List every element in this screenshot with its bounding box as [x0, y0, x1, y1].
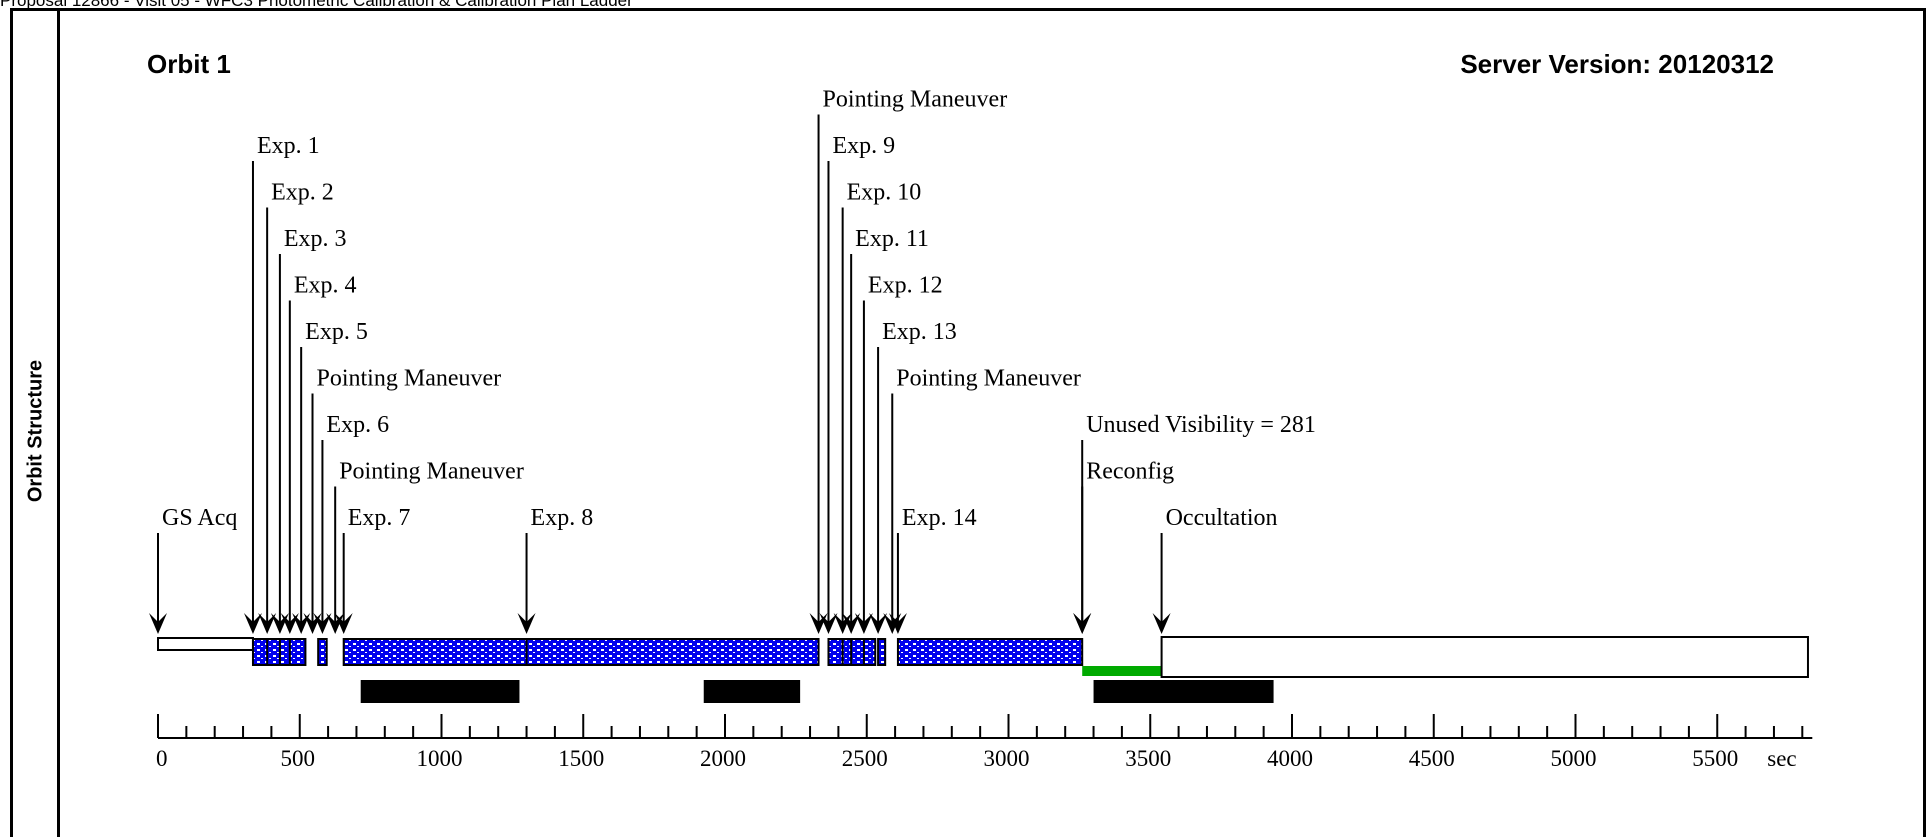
event-arrow-icon	[1073, 613, 1092, 634]
event-label: Pointing Maneuver	[317, 366, 502, 392]
event-arrow-icon	[258, 613, 277, 634]
event-arrow-icon	[313, 613, 332, 634]
tick-label: 2000	[700, 746, 746, 771]
tick-label: 4000	[1267, 746, 1313, 771]
time-axis: 0 500 1000 1500 2000 2500 3000 3500 4000 4500 5000…	[156, 714, 1813, 771]
event-label: Occultation	[1166, 505, 1278, 531]
event-label: Exp. 9	[832, 133, 895, 159]
event-label: Exp. 8	[531, 505, 594, 531]
page-header: Proposal 12866 - Visit 05 - WFC3 Photome…	[0, 0, 1931, 9]
exposure-block	[342, 638, 820, 666]
tick-label: 1500	[558, 746, 604, 771]
side-column: Orbit Structure	[13, 11, 60, 837]
gs-acq-bar	[157, 637, 254, 651]
orbit-structure-panel: Orbit Structure	[10, 8, 1926, 837]
event-label: Exp. 3	[284, 226, 347, 252]
event-label: Unused Visibility = 281	[1086, 412, 1316, 438]
event-arrow-icon	[280, 613, 299, 634]
event-label: Pointing Maneuver	[896, 366, 1081, 392]
event-arrow-icon	[517, 613, 536, 634]
event-arrow-icon	[149, 613, 167, 634]
event-label: Exp. 14	[902, 505, 977, 531]
event-label: Exp. 1	[257, 133, 320, 159]
tick-label: 500	[281, 746, 316, 771]
event-label: Exp. 12	[868, 273, 943, 299]
event-arrow-icon	[854, 613, 873, 634]
event-arrow-icon	[883, 613, 902, 634]
bars-layer	[157, 636, 1809, 703]
unused-visibility-bar	[1082, 666, 1162, 676]
event-arrow-icon	[1152, 613, 1171, 634]
tick-label: 3500	[1125, 746, 1171, 771]
tick-label: 5000	[1551, 746, 1597, 771]
tick-label: 2500	[842, 746, 888, 771]
event-arrow-icon	[819, 613, 838, 634]
event-label: Reconfig	[1086, 459, 1174, 485]
event-label: Exp. 10	[847, 180, 922, 206]
exposure-block	[896, 638, 1084, 666]
event-label: Pointing Maneuver	[339, 459, 524, 485]
event-label: Exp. 13	[882, 319, 957, 345]
occultation-bar	[1160, 636, 1809, 678]
event-arrow-icon	[292, 613, 311, 634]
black-interval-bar	[1093, 680, 1274, 703]
event-arrow-icon	[869, 613, 888, 634]
event-label: GS Acq	[162, 505, 237, 531]
event-label: Exp. 4	[294, 273, 357, 299]
event-arrow-icon	[243, 613, 262, 634]
tick-label: 4500	[1409, 746, 1455, 771]
orbit-title: Orbit 1	[147, 49, 231, 79]
tick-label: 5500	[1692, 746, 1738, 771]
black-interval-bar	[360, 680, 520, 703]
exposure-block	[317, 638, 328, 666]
tick-label: 3000	[984, 746, 1030, 771]
black-interval-bar	[703, 680, 801, 703]
exposure-block	[877, 638, 887, 666]
event-arrow-icon	[334, 613, 353, 634]
tick-label: 0	[156, 746, 168, 771]
event-label: Pointing Maneuver	[823, 87, 1008, 113]
event-arrow-icon	[842, 613, 861, 634]
event-label: Exp. 6	[326, 412, 389, 438]
event-label: Exp. 11	[855, 226, 929, 252]
server-version: Server Version: 20120312	[1460, 49, 1774, 79]
event-label: Exp. 2	[271, 180, 334, 206]
event-arrow-icon	[888, 613, 907, 634]
event-label: Exp. 5	[305, 319, 368, 345]
axis-unit-label: sec	[1767, 746, 1796, 771]
events-layer: GS Acq Exp. 1 Exp. 2 Exp. 3 Exp. 4 Exp. 5 Poin…	[149, 87, 1316, 634]
event-label: Exp. 7	[348, 505, 411, 531]
tick-label: 1000	[417, 746, 463, 771]
